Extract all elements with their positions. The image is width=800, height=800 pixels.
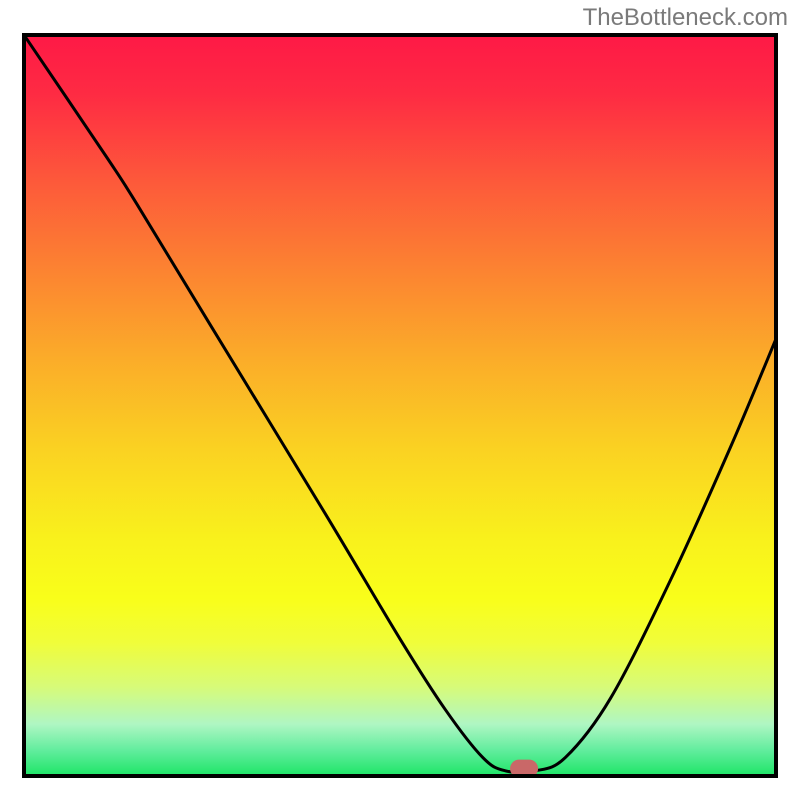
chart-container: TheBottleneck.com <box>0 0 800 800</box>
chart-background <box>24 35 776 776</box>
watermark-label: TheBottleneck.com <box>583 4 788 32</box>
bottleneck-chart <box>0 0 800 800</box>
